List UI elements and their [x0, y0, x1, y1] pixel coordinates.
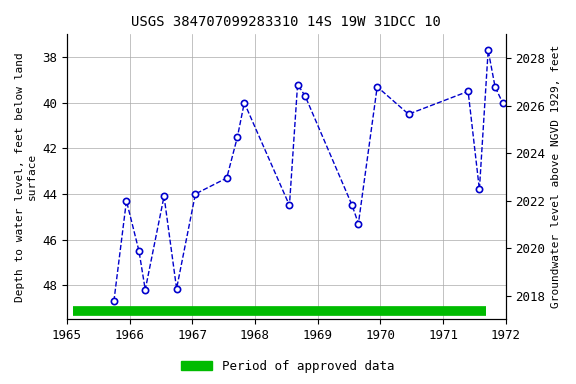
Legend: Period of approved data: Period of approved data — [176, 355, 400, 378]
Y-axis label: Groundwater level above NGVD 1929, feet: Groundwater level above NGVD 1929, feet — [551, 45, 561, 308]
Y-axis label: Depth to water level, feet below land
surface: Depth to water level, feet below land su… — [15, 52, 37, 302]
Title: USGS 384707099283310 14S 19W 31DCC 10: USGS 384707099283310 14S 19W 31DCC 10 — [131, 15, 441, 29]
